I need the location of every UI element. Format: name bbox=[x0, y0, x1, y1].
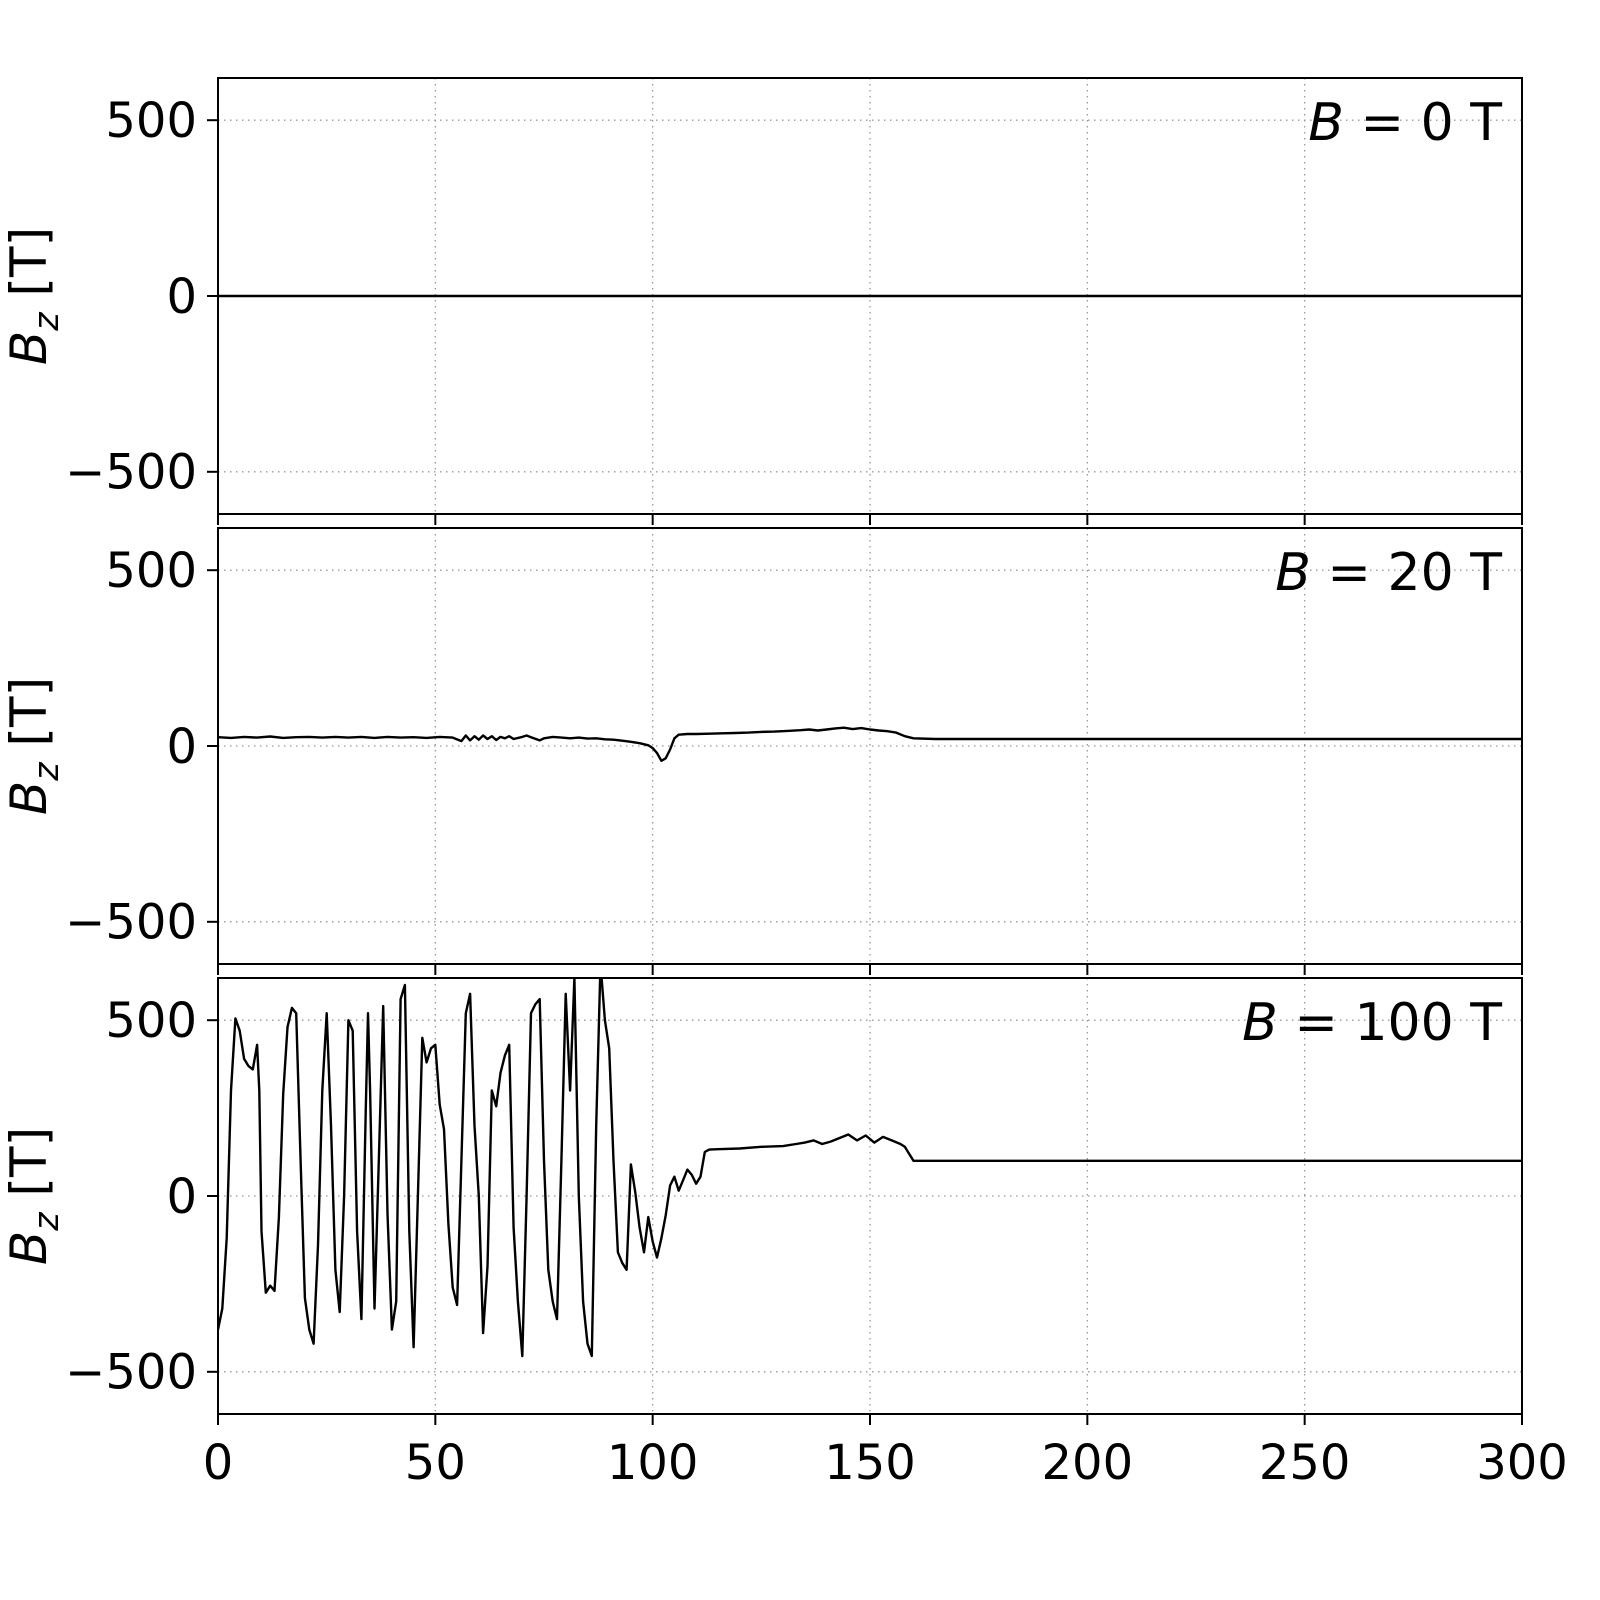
y-tick-label: 500 bbox=[105, 543, 197, 599]
panel-annotation-3: B = 100 T bbox=[1242, 993, 1502, 1053]
x-tick-label: 100 bbox=[607, 1435, 699, 1491]
y-tick-label: −500 bbox=[65, 445, 197, 501]
y-axis-label-1: Bz [T] bbox=[0, 227, 67, 365]
x-tick-label: 50 bbox=[405, 1435, 466, 1491]
series-line-3 bbox=[218, 978, 1522, 1358]
axes-border bbox=[217, 527, 1523, 965]
y-tick-label: −500 bbox=[65, 895, 197, 951]
y-axis-label-2: Bz [T] bbox=[0, 677, 67, 815]
y-tick-label: 0 bbox=[166, 719, 197, 775]
panel-annotation-1: B = 0 T bbox=[1308, 93, 1502, 153]
panel-2: 500 0 −500 B = 20 T Bz [T] bbox=[0, 527, 1523, 975]
panel-1: 500 0 −500 B = 0 T Bz [T] bbox=[0, 77, 1523, 525]
axes-border bbox=[217, 977, 1523, 1415]
x-tick-label: 200 bbox=[1042, 1435, 1134, 1491]
y-axis-label-3: Bz [T] bbox=[0, 1127, 67, 1265]
x-tick-label: 150 bbox=[824, 1435, 916, 1491]
panel-annotation-2: B = 20 T bbox=[1275, 543, 1502, 603]
y-tick-label: 500 bbox=[105, 993, 197, 1049]
axes-border bbox=[217, 77, 1523, 515]
y-tick-label: 0 bbox=[166, 269, 197, 325]
series-line-2 bbox=[218, 726, 1522, 762]
panel-3: 500 0 −500 B = 100 T Bz [T] bbox=[0, 977, 1523, 1425]
x-tick-label: 250 bbox=[1259, 1435, 1351, 1491]
y-tick-label: 0 bbox=[166, 1169, 197, 1225]
y-tick-label: 500 bbox=[105, 93, 197, 149]
x-tick-label: 300 bbox=[1476, 1435, 1568, 1491]
x-tick-label: 0 bbox=[203, 1435, 234, 1491]
y-tick-label: −500 bbox=[65, 1345, 197, 1401]
